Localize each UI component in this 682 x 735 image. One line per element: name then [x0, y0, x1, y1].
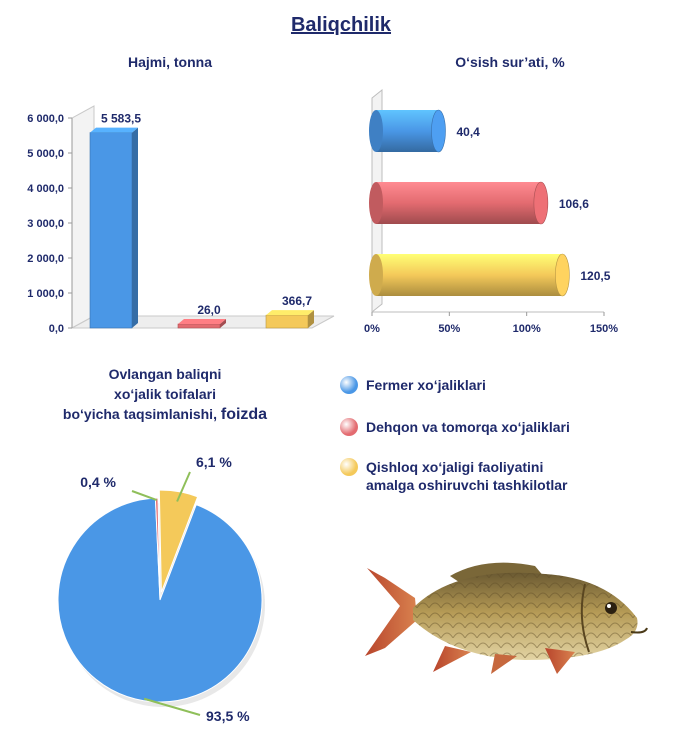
- pie-slice: [57, 497, 263, 703]
- pie-leader-line: [176, 471, 191, 502]
- y-tick-label: 6 000,0: [27, 113, 64, 125]
- pie-value-label: 93,5 %: [206, 708, 250, 724]
- pie-slice: [158, 489, 199, 593]
- bar: [376, 254, 563, 296]
- pie-leader-line: [131, 490, 158, 501]
- bar-side: [308, 310, 314, 328]
- bar-value-label: 26,0: [197, 303, 221, 317]
- bar-value-label: 5 583,5: [101, 112, 141, 126]
- bar-top: [90, 127, 138, 133]
- legend-item-dehqon: Dehqon va tomorqa xo‘jaliklari: [340, 418, 570, 436]
- distribution-pie-chart: 6,1 % 0,4 % 93,5 %: [57, 454, 265, 724]
- bar-value-label: 40,4: [456, 125, 480, 139]
- legend-item-fermer: Fermer xo‘jaliklari: [340, 376, 486, 394]
- bar: [265, 314, 309, 329]
- legend-dot-red: [340, 418, 358, 436]
- bar-end-cap: [431, 109, 446, 153]
- pie-title-line-1: Ovlangan baliqni: [108, 366, 222, 382]
- bar-top: [178, 319, 226, 324]
- bar: [177, 323, 221, 329]
- bar-start-cap: [369, 254, 383, 296]
- pie-value-label: 6,1 %: [196, 454, 232, 470]
- bar-end-cap: [533, 181, 549, 225]
- bar-start-cap: [369, 182, 383, 224]
- bar: [89, 132, 133, 329]
- y-tick-label: 0,0: [49, 323, 64, 335]
- pie-chart-title: Ovlangan baliqni xo‘jalik toifalari bo‘y…: [20, 364, 310, 425]
- fish-illustration: [365, 562, 648, 674]
- legend-label: Qishloq xo‘jaligi faoliyatini amalga osh…: [366, 459, 568, 493]
- bar-value-label: 366,7: [282, 294, 312, 308]
- x-tick-label: 50%: [438, 323, 460, 335]
- bar-side: [132, 127, 138, 328]
- pie-title-line-3: bo‘yicha taqsimlanishi, foizda: [20, 404, 310, 425]
- x-tick-label: 150%: [590, 323, 618, 335]
- bar-top: [266, 310, 314, 316]
- growth-chart-title: O‘sish sur’ati, %: [455, 54, 565, 70]
- bar-side: [220, 319, 226, 328]
- x-tick-label: 0%: [364, 323, 380, 335]
- legend-label: Dehqon va tomorqa xo‘jaliklari: [366, 419, 570, 435]
- pie-title-line-2: xo‘jalik toifalari: [114, 386, 216, 402]
- bar-value-label: 120,5: [580, 269, 610, 283]
- volume-bar-chart: 0,0 1 000,0 2 000,0 3 000,0 4 000,0 5 000,0 6 …: [27, 105, 335, 335]
- pie-leader-line: [143, 697, 201, 716]
- pie-slice: [154, 497, 161, 601]
- volume-chart-title: Hajmi, tonna: [127, 54, 212, 70]
- bar-value-label: 106,6: [559, 197, 589, 211]
- bar: [376, 110, 439, 152]
- x-tick-label: 100%: [513, 323, 541, 335]
- y-tick-label: 4 000,0: [27, 183, 64, 195]
- y-tick-label: 1 000,0: [27, 288, 64, 300]
- y-tick-label: 5 000,0: [27, 148, 64, 160]
- bar-start-cap: [369, 110, 383, 152]
- page-title: Baliqchilik: [290, 14, 392, 36]
- bar-end-cap: [555, 253, 570, 297]
- legend-label: Fermer xo‘jaliklari: [366, 377, 486, 393]
- growth-bar-chart: 0% 50% 100% 150% 40,4 106,6 120,5: [364, 88, 618, 335]
- legend-item-tashkilotlar: Qishloq xo‘jaligi faoliyatini amalga osh…: [340, 458, 568, 494]
- y-tick-label: 3 000,0: [27, 218, 64, 230]
- pie-title-line-3-text: bo‘yicha taqsimlanishi,: [62, 406, 221, 422]
- pie-title-emphasis: foizda: [220, 406, 268, 423]
- y-tick-label: 2 000,0: [27, 253, 64, 265]
- legend-dot-yellow: [340, 458, 358, 476]
- legend-dot-blue: [340, 376, 358, 394]
- pie-value-label: 0,4 %: [80, 474, 116, 490]
- bar: [376, 182, 541, 224]
